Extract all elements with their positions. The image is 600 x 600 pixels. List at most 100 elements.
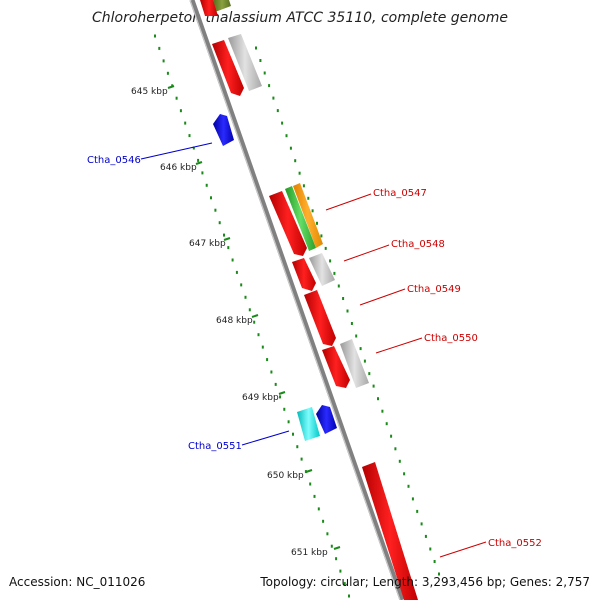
gc-dot [166, 71, 169, 75]
gc-dot [248, 308, 251, 312]
gc-dot [162, 59, 165, 63]
gene-red-long [362, 462, 418, 600]
tick-648: 648 kbp [216, 314, 259, 326]
gc-dot [179, 109, 182, 113]
tick-646: 646 kbp [160, 161, 203, 173]
gc-dot [263, 71, 266, 75]
gene-arrow-blue [213, 114, 234, 146]
gc-dot [343, 582, 346, 586]
gene-arrow-blue [316, 405, 337, 434]
gc-dot [326, 532, 329, 536]
gc-dot [302, 184, 305, 188]
gc-dot [188, 134, 191, 138]
features-reverse [213, 114, 337, 441]
gc-dot [272, 96, 275, 100]
gene-labels: Ctha_0546 Ctha_0547 Ctha_0548 Ctha_0549 … [87, 142, 542, 558]
gc-dot [227, 246, 230, 250]
gc-dot [210, 196, 212, 200]
gc-dot [276, 109, 279, 113]
feature-cyan [297, 407, 320, 441]
tick-651: 651 kbp [291, 546, 341, 558]
gc-dot [235, 270, 238, 274]
features-forward [200, 0, 418, 600]
gc-dot [394, 447, 397, 451]
backbone-highlight [189, 0, 401, 600]
gene-label-ctha-0549[interactable]: Ctha_0549 [407, 284, 461, 295]
gc-dot [313, 494, 316, 498]
gc-dot [268, 84, 271, 88]
gc-dot [292, 432, 294, 436]
gc-dot [279, 395, 281, 399]
gc-dot [197, 158, 200, 162]
feature-gray [228, 34, 262, 91]
callout-line [439, 541, 487, 558]
tick-645: 645 kbp [131, 85, 175, 97]
callout-line [241, 430, 290, 446]
gc-dot [385, 422, 388, 426]
gc-dot [307, 196, 310, 200]
tick-647: 647 kbp [189, 237, 231, 249]
gc-dot [296, 445, 299, 449]
gc-dot [218, 221, 221, 225]
gc-dot [335, 557, 338, 561]
gc-dot [372, 384, 375, 388]
gc-dot [274, 382, 277, 386]
tick-649: 649 kbp [242, 391, 286, 403]
map-title: Chloroherpeton thalassium ATCC 35110, co… [92, 10, 508, 26]
gc-dot [324, 246, 327, 250]
gc-dot [416, 509, 419, 513]
gc-dot [309, 482, 312, 486]
gene-label-ctha-0548[interactable]: Ctha_0548 [391, 239, 445, 250]
gc-dot [407, 484, 410, 488]
gc-dot [289, 146, 292, 150]
gc-dot [339, 569, 342, 573]
gc-dot [298, 171, 301, 175]
gc-dot [259, 59, 262, 62]
gc-dot [192, 146, 195, 150]
accession-text: Accession: NC_011026 [9, 575, 145, 589]
gc-dot [261, 345, 264, 349]
gene-label-ctha-0547[interactable]: Ctha_0547 [373, 188, 427, 199]
gc-dot [205, 183, 208, 187]
gene-label-ctha-0551[interactable]: Ctha_0551 [188, 441, 242, 452]
gc-dot [403, 472, 406, 476]
gc-dot [429, 547, 432, 551]
gc-dot [257, 333, 260, 337]
gc-dot [300, 457, 303, 461]
gc-dot [214, 208, 217, 212]
gc-dot [433, 560, 436, 563]
gc-dot [424, 534, 427, 538]
gc-dot [346, 309, 349, 313]
feature-green [285, 186, 316, 251]
gc-dot [329, 259, 332, 263]
gc-dot [158, 46, 161, 50]
tick-label: 646 kbp [160, 163, 197, 173]
gc-dot [381, 409, 384, 413]
gc-dot [330, 544, 333, 548]
gc-dot [398, 459, 401, 463]
gc-dot [438, 572, 440, 576]
gc-dot [244, 295, 247, 299]
gc-dot [285, 134, 288, 138]
gc-dot [270, 370, 273, 374]
gc-track-inner [154, 34, 350, 598]
gc-dot [253, 320, 256, 324]
gene-label-ctha-0552[interactable]: Ctha_0552 [488, 538, 542, 549]
callout-line [343, 244, 390, 262]
feature-orange [293, 183, 323, 248]
gene-label-ctha-0550[interactable]: Ctha_0550 [424, 333, 478, 344]
tick-label: 651 kbp [291, 548, 328, 558]
gc-dot [342, 297, 345, 300]
gene-label-ctha-0546[interactable]: Ctha_0546 [87, 155, 141, 166]
tick-label: 648 kbp [216, 316, 253, 326]
tick-label: 650 kbp [267, 471, 304, 481]
gc-dot [201, 171, 204, 175]
gene-arrow-red [292, 258, 316, 291]
callout-line [325, 193, 372, 211]
gc-dot [322, 519, 325, 523]
gc-dot [350, 322, 353, 325]
gc-dot [320, 234, 323, 238]
gc-dot [316, 221, 318, 225]
gene-arrow-red [322, 346, 350, 388]
